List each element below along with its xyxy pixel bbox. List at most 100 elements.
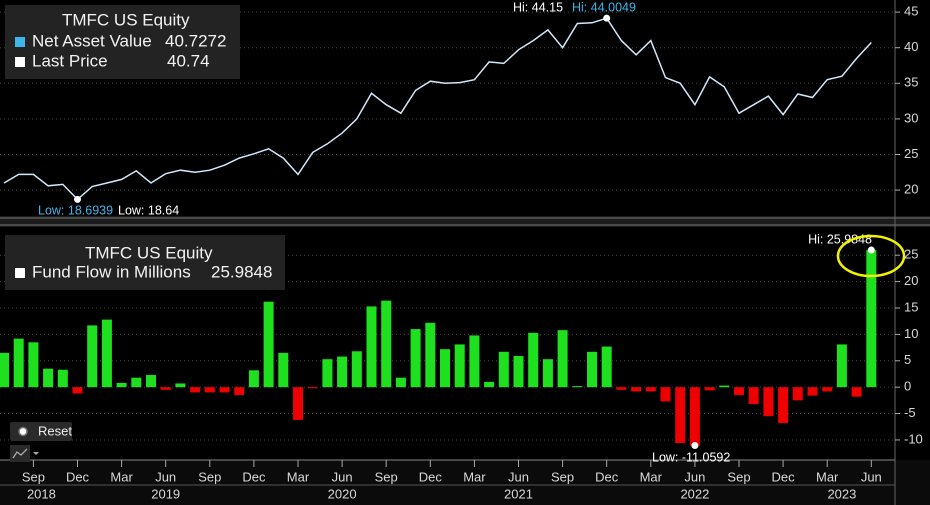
pane-divider <box>0 216 930 227</box>
legend-value: 40.74 <box>167 51 210 70</box>
bar <box>116 382 127 388</box>
dropdown-arrow[interactable] <box>33 452 39 455</box>
x-tick-label: Dec <box>66 469 90 484</box>
bar <box>410 329 421 388</box>
bar <box>542 359 553 388</box>
bar <box>381 300 392 388</box>
bar <box>234 387 245 396</box>
bar <box>587 351 597 388</box>
bar <box>616 387 627 390</box>
legend-swatch <box>15 57 25 67</box>
bar <box>293 387 303 420</box>
bar <box>851 387 862 397</box>
y-tick-label: 20 <box>904 182 918 197</box>
y-tick-label: 25 <box>904 247 918 262</box>
x-tick-label: Jun <box>684 469 705 484</box>
bar <box>704 387 715 391</box>
x-year-label: 2020 <box>328 486 357 501</box>
y-tick-label: 35 <box>904 75 918 90</box>
bar <box>807 387 818 396</box>
line-series <box>3 17 872 201</box>
legend-title: TMFC US Equity <box>62 10 190 29</box>
bar <box>675 387 686 444</box>
x-tick-label: Jun <box>508 469 529 484</box>
x-tick-label: Dec <box>772 469 796 484</box>
legend-label: Net Asset Value <box>32 31 152 50</box>
bar <box>28 342 39 388</box>
x-axis-area <box>0 460 930 505</box>
bar <box>836 344 847 388</box>
marks <box>0 14 877 450</box>
legend-box <box>5 5 240 79</box>
bar <box>572 386 583 388</box>
bar <box>131 377 142 388</box>
reset-button-bg[interactable] <box>10 422 72 441</box>
x-tick-label: Sep <box>375 469 398 484</box>
bar <box>337 356 348 388</box>
y-tick-label: 40 <box>904 39 918 54</box>
y-tick-label: 0 <box>904 379 911 394</box>
legend-title: TMFC US Equity <box>85 243 213 262</box>
reset-button[interactable]: Reset <box>10 422 72 441</box>
annotation: Hi: 44.15 <box>513 0 563 14</box>
bar <box>734 387 744 396</box>
bar <box>440 349 450 388</box>
legend-value: 25.9848 <box>211 262 272 281</box>
bar <box>601 346 612 388</box>
legend-label: Last Price <box>32 51 108 70</box>
bar <box>43 368 54 388</box>
bar <box>160 387 171 390</box>
y-tick-label: 5 <box>904 352 911 367</box>
bar <box>748 387 759 405</box>
bar <box>719 385 730 388</box>
bar <box>87 325 98 388</box>
y-tick-label: 25 <box>904 146 918 161</box>
bar <box>395 377 406 388</box>
bar <box>866 250 877 388</box>
bar <box>219 387 230 393</box>
x-tick-label: Sep <box>551 469 574 484</box>
bar <box>469 335 480 388</box>
bar <box>792 387 803 401</box>
annotation: Hi: 44.0049 <box>572 0 636 14</box>
bar <box>822 387 833 392</box>
bar <box>248 370 259 388</box>
bar <box>689 387 700 446</box>
x-tick-label: Mar <box>640 469 663 484</box>
reset-icon[interactable] <box>18 426 28 437</box>
chart-type-icon[interactable] <box>12 448 28 459</box>
bar <box>631 387 642 392</box>
bar <box>484 381 495 388</box>
legend-label: Fund Flow in Millions <box>32 262 191 281</box>
x-tick-label: Sep <box>198 469 221 484</box>
y-tick-label: -5 <box>904 405 916 420</box>
legend-swatch <box>15 268 25 278</box>
extreme-point <box>691 442 699 450</box>
bar <box>204 387 215 393</box>
y-tick-label: 10 <box>904 326 918 341</box>
reset-label[interactable]: Reset <box>38 423 72 438</box>
x-tick-label: Sep <box>727 469 750 484</box>
bar <box>0 352 9 388</box>
bar <box>307 387 318 389</box>
bar <box>101 319 112 388</box>
bar <box>513 356 524 388</box>
y-tick-label: 20 <box>904 273 918 288</box>
bar <box>13 338 24 388</box>
bar <box>498 351 509 388</box>
annotation: Low: -11.0592 <box>652 450 730 464</box>
x-tick-label: Sep <box>22 469 45 484</box>
legend-swatch <box>15 37 25 47</box>
bar <box>146 375 156 388</box>
bar <box>72 387 83 394</box>
x-year-label: 2019 <box>151 486 180 501</box>
x-tick-label: Dec <box>242 469 266 484</box>
x-tick-label: Mar <box>287 469 310 484</box>
x-year-label: 2018 <box>27 486 56 501</box>
y-tick-label: 15 <box>904 299 918 314</box>
chart-type-button[interactable] <box>10 445 39 462</box>
bar <box>366 306 377 388</box>
bar <box>322 359 333 388</box>
